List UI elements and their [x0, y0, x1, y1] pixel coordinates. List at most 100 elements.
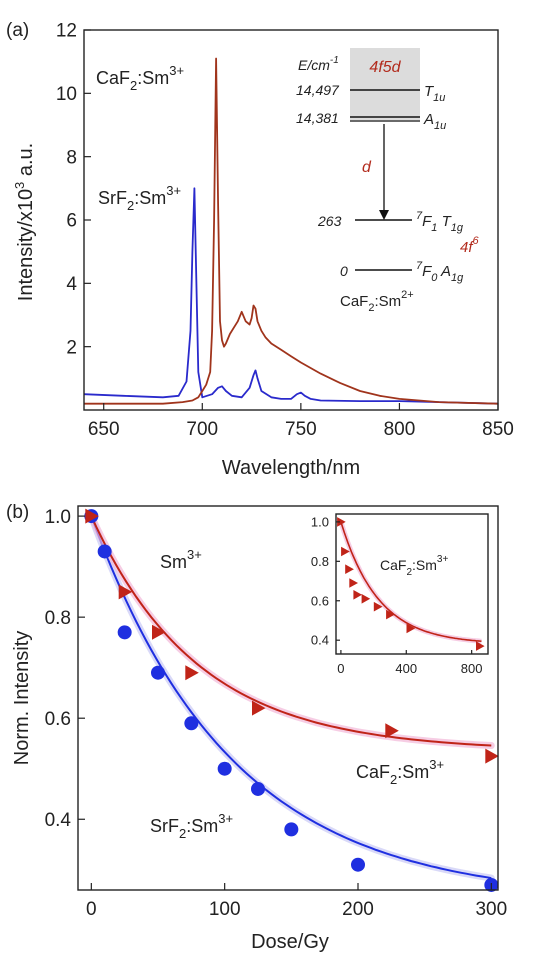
- inset-data-point: [345, 564, 354, 574]
- inset-y-tick-label: 1.0: [311, 514, 329, 529]
- transition-label: d: [362, 159, 372, 176]
- data-point-caf2: [118, 584, 133, 600]
- panel-b-y-ticks: 0.4 0.6 0.8 1.0: [45, 507, 85, 831]
- panel-b-y-tick-label: 0.4: [45, 810, 72, 831]
- panel-b-label: (b): [6, 502, 29, 523]
- data-point-srf2: [97, 544, 112, 559]
- panel-a: (a) 650 700 750 800 850 2 4 6 8 10 12 Wavelength/…: [6, 20, 514, 479]
- series-line-srf2: [83, 187, 499, 405]
- panel-a-y-ticks: 2 4 6 8 10 12: [56, 21, 91, 358]
- inset-data-point: [349, 578, 358, 588]
- inset-y-tick-label: 0.6: [311, 593, 329, 608]
- inset-data-point: [386, 609, 395, 620]
- inset-x-tick-label: 800: [461, 661, 483, 676]
- panel-b-y-axis-label: Norm. Intensity: [11, 631, 33, 765]
- series-line-caf2: [84, 57, 499, 405]
- inset-series-label: CaF2:Sm3+: [380, 554, 448, 578]
- inset-x-ticks: 0 400 800: [337, 650, 483, 676]
- series-label-srf2: SrF2:Sm3+: [98, 183, 181, 213]
- series-label-caf2: CaF2:Sm3+: [96, 63, 184, 93]
- data-point-caf2: [152, 624, 166, 640]
- inset-data-point: [353, 590, 362, 600]
- inset-data-point: [476, 641, 485, 651]
- level-T1u-energy: 14,497: [296, 82, 340, 98]
- panel-a-x-axis-label: Wavelength/nm: [222, 457, 360, 479]
- data-point-caf2: [485, 748, 499, 764]
- panel-a-y-tick-label: 2: [66, 337, 77, 358]
- inset-y-tick-label: 0.8: [311, 554, 329, 569]
- panel-b-x-tick-label: 300: [475, 899, 507, 920]
- level-A1u-energy: 14,381: [296, 110, 339, 126]
- panel-b-x-tick-label: 100: [209, 899, 241, 920]
- series-label-caf2-b: CaF2:Sm3+: [356, 757, 444, 787]
- data-point-caf2: [252, 700, 266, 716]
- panel-b-plot-area: [84, 508, 499, 892]
- panel-a-label: (a): [6, 20, 29, 41]
- inset-ion-label: CaF2:Sm2+: [340, 289, 414, 314]
- panel-b-x-ticks: 0 100 200 300: [86, 883, 507, 920]
- panel-a-x-tick-label: 850: [482, 419, 514, 440]
- panel-a-y-tick-label: 4: [66, 274, 77, 295]
- panel-a-y-tick-label: 8: [66, 147, 77, 168]
- panel-b-frame: [77, 505, 499, 891]
- energy-unit-label: E/cm-1: [298, 55, 339, 73]
- data-point-srf2: [351, 857, 365, 872]
- inset-data-point: [406, 623, 416, 634]
- panel-b-y-tick-label: 0.6: [45, 709, 71, 730]
- panel-b-x-tick-label: 0: [86, 899, 97, 920]
- panel-a-x-tick-label: 750: [285, 419, 317, 440]
- panel-a-x-tick-label: 650: [88, 419, 120, 440]
- inset-data-point: [341, 546, 350, 557]
- data-point-caf2: [85, 508, 99, 524]
- panel-a-y-tick-label: 6: [66, 211, 77, 232]
- data-point-srf2: [284, 822, 299, 837]
- level-7F1-energy: 263: [317, 213, 342, 229]
- inset-fit-curve: [340, 521, 482, 642]
- inset-data-point: [373, 601, 383, 612]
- inset-plot-area: [336, 514, 488, 654]
- data-point-srf2: [151, 665, 165, 680]
- 4f5d-band-label: 4f5d: [369, 59, 401, 76]
- inset-frame: [335, 513, 489, 655]
- inset-background: [336, 514, 488, 654]
- energy-level-diagram: 4f5d E/cm-1 14,497 T1u 14,381 A1u d 263 …: [296, 48, 480, 314]
- panel-b-y-tick-label: 1.0: [45, 507, 71, 528]
- panel-b-y-tick-label: 0.8: [45, 608, 71, 629]
- data-point-srf2: [251, 781, 265, 796]
- config-label: 4f6: [460, 235, 480, 256]
- level-7F1-state: 7F1 T1g: [416, 210, 464, 234]
- panel-a-x-tick-label: 800: [384, 419, 416, 440]
- sm3-annotation: Sm3+: [160, 547, 202, 572]
- fit-curve-caf2: [90, 515, 492, 747]
- fit-curve-srf2: [90, 515, 492, 880]
- panel-a-y-axis-label: Intensity/x103 a.u.: [12, 143, 37, 301]
- panel-a-x-tick-label: 700: [186, 419, 218, 440]
- panel-b-x-tick-label: 200: [342, 899, 374, 920]
- data-point-srf2: [217, 761, 232, 776]
- inset-y-tick-label: 0.4: [311, 633, 329, 648]
- panel-a-x-ticks: 650 700 750 800 850: [88, 403, 514, 440]
- level-7F0-energy: 0: [340, 263, 348, 279]
- panel-b: (b) 0 100 200 300 0.4 0.6 0.8 1.0 Dose/Gy Norm…: [6, 502, 507, 953]
- panel-b-inset: 0 400 800 0.4 0.6 0.8 1.0 CaF2:Sm3+: [311, 513, 489, 676]
- level-T1u-state: T1u: [424, 83, 445, 104]
- panel-a-y-tick-label: 12: [56, 21, 77, 42]
- data-point-caf2: [185, 665, 199, 681]
- panel-b-x-axis-label: Dose/Gy: [251, 931, 329, 953]
- inset-data-point: [337, 517, 346, 527]
- panel-a-plot-area: [83, 57, 499, 405]
- transition-arrowhead: [379, 210, 389, 220]
- inset-y-ticks: 0.4 0.6 0.8 1.0: [311, 514, 340, 648]
- inset-x-tick-label: 400: [395, 661, 417, 676]
- series-label-srf2-b: SrF2:Sm3+: [150, 811, 233, 841]
- panel-a-y-tick-label: 10: [56, 84, 77, 105]
- 4f5d-band: [350, 48, 420, 120]
- level-A1u-state: A1u: [423, 111, 446, 132]
- inset-data-point: [361, 594, 371, 604]
- data-point-srf2: [184, 716, 199, 731]
- inset-x-tick-label: 0: [337, 661, 344, 676]
- data-point-caf2: [385, 723, 399, 739]
- level-7F0-state: 7F0 A1g: [416, 260, 464, 284]
- data-point-srf2: [117, 625, 132, 640]
